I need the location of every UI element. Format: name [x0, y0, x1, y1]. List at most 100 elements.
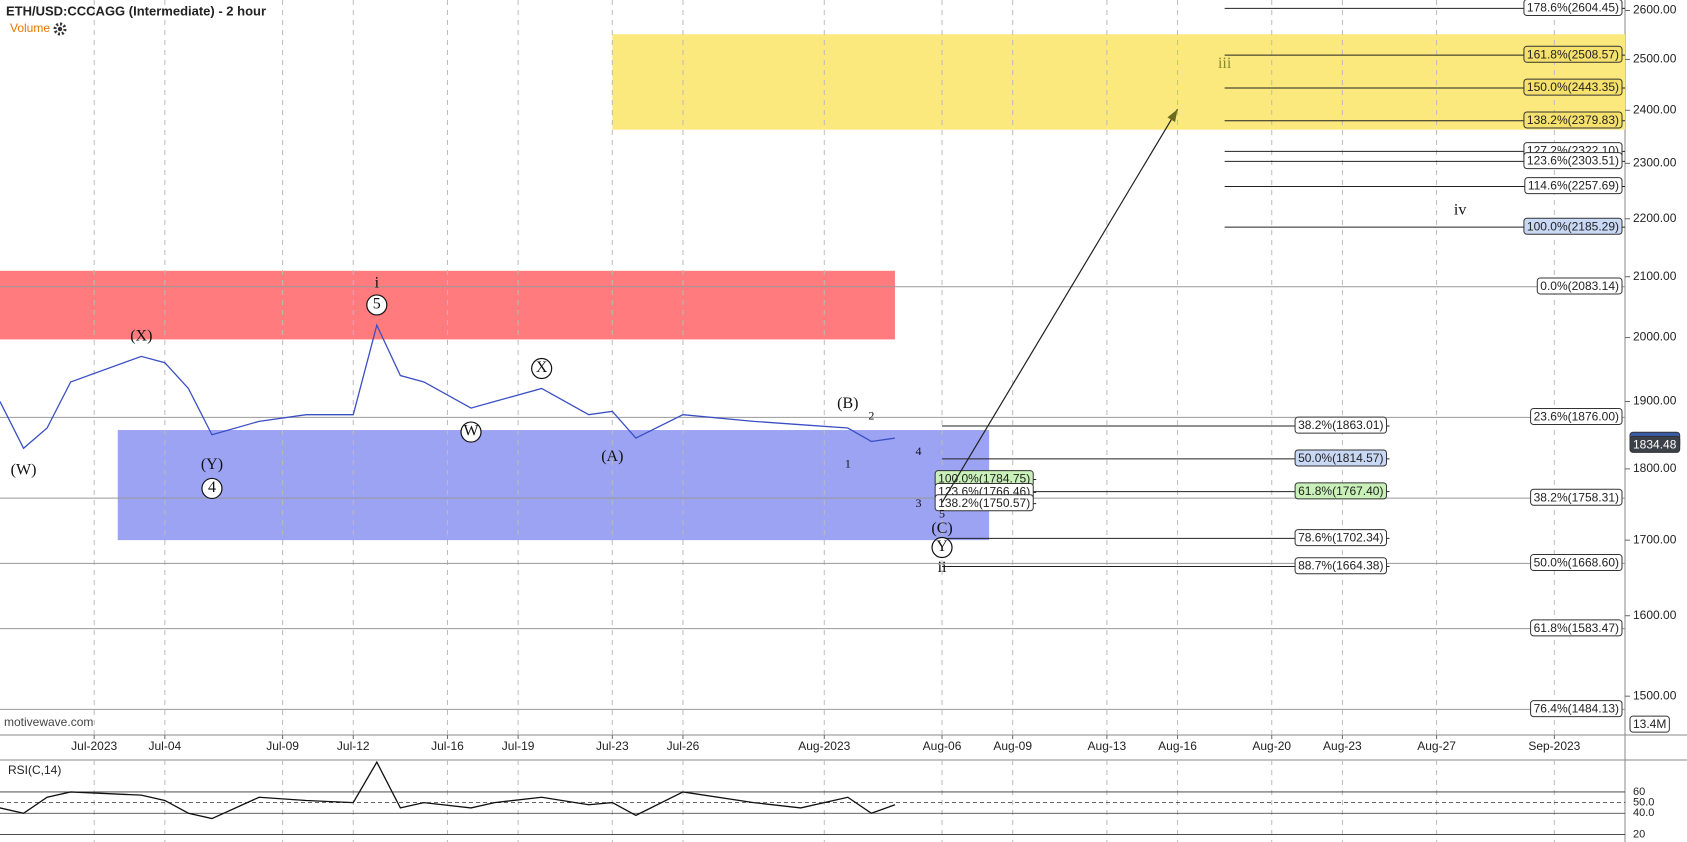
y-tick-label: 1700.00 — [1633, 532, 1677, 546]
x-tick-label: Aug-09 — [993, 739, 1032, 753]
fib-label: 138.2%(2379.83) — [1527, 113, 1619, 127]
x-tick-label: Aug-2023 — [798, 739, 850, 753]
fib-label: 0.0%(2083.14) — [1540, 279, 1619, 293]
wave-label: ii — [938, 559, 947, 576]
fib-label: 50.0%(1668.60) — [1534, 556, 1619, 570]
wave-label: (C) — [931, 520, 952, 537]
fib-label: 88.7%(1664.38) — [1298, 559, 1383, 573]
volume-label-box — [1629, 715, 1670, 733]
fib-label-box — [1294, 416, 1387, 434]
wave-circle — [460, 421, 482, 443]
x-tick-label: Jul-12 — [337, 739, 370, 753]
wave-label: 3 — [915, 496, 921, 510]
wave-label: 1 — [845, 456, 851, 470]
x-tick-label: Aug-23 — [1323, 739, 1362, 753]
fib-label-box — [934, 494, 1034, 512]
zone — [117, 430, 990, 541]
y-tick-label: 2300.00 — [1633, 156, 1677, 170]
rsi-tick-label: 40.0 — [1633, 807, 1654, 819]
fib-label-box — [1523, 152, 1623, 170]
fib-label: 100.0%(2185.29) — [1527, 219, 1619, 233]
rsi-tick-label: 50.0 — [1633, 797, 1654, 809]
arrow-head — [1167, 109, 1178, 123]
price-line — [0, 323, 896, 450]
fib-label: 123.6%(2303.51) — [1527, 154, 1619, 168]
y-tick-label: 2500.00 — [1633, 52, 1677, 66]
wave-label: i — [375, 275, 380, 292]
fib-label: 114.6%(2257.69) — [1528, 179, 1619, 193]
x-tick-label: Jul-26 — [667, 739, 700, 753]
x-tick-label: Aug-06 — [923, 739, 962, 753]
fib-label: 23.6%(1876.00) — [1534, 410, 1619, 424]
fib-label: 100.0%(1784.75) — [938, 472, 1030, 486]
x-tick-label: Aug-27 — [1417, 739, 1456, 753]
x-tick-label: Jul-2023 — [71, 739, 117, 753]
settings-icon[interactable] — [53, 22, 67, 36]
fib-label-box — [1294, 482, 1387, 500]
rsi-tick-label: 60 — [1633, 786, 1645, 798]
wave-label: 5 — [373, 296, 381, 313]
x-tick-label: Jul-16 — [431, 739, 464, 753]
y-tick-label: 2000.00 — [1633, 330, 1677, 344]
y-tick-label: 2600.00 — [1633, 3, 1677, 17]
wave-label: 4 — [208, 479, 216, 496]
fib-label-box — [1523, 45, 1623, 63]
fib-label-box — [1530, 554, 1623, 572]
wave-circle — [931, 536, 953, 559]
fib-label: 61.8%(1767.40) — [1298, 484, 1383, 498]
fib-label-box — [1294, 529, 1387, 547]
wave-label: 5 — [939, 506, 945, 520]
wave-label: Y — [936, 538, 948, 555]
watermark: motivewave.com — [4, 715, 93, 729]
fib-label: 50.0%(1814.57) — [1298, 451, 1383, 465]
fib-label: 38.2%(1863.01) — [1298, 418, 1383, 432]
fib-label: 61.8%(1583.47) — [1534, 621, 1619, 635]
price-line — [0, 760, 896, 820]
wave-label: (W) — [11, 462, 37, 479]
fib-label-box — [1524, 177, 1623, 195]
fib-label: 78.6%(1702.34) — [1298, 531, 1383, 545]
y-tick-label: 1600.00 — [1633, 608, 1677, 622]
wave-label: (X) — [130, 328, 152, 345]
fib-label: 178.6%(2604.45) — [1527, 1, 1619, 15]
x-tick-label: Sep-2023 — [1528, 739, 1580, 753]
wave-label: iii — [1218, 55, 1232, 72]
fib-label: 38.2%(1758.31) — [1534, 490, 1619, 504]
x-tick-label: Jul-19 — [502, 739, 535, 753]
wave-label: (Y) — [201, 456, 223, 473]
y-tick-label: 1500.00 — [1633, 688, 1677, 702]
price-badge-box — [1629, 435, 1681, 453]
fib-label-box — [1530, 408, 1623, 426]
wave-circle — [201, 477, 223, 500]
volume-label: 13.4M — [1633, 717, 1666, 731]
fib-label: 76.4%(1484.13) — [1534, 702, 1619, 716]
fib-label-box — [1530, 700, 1623, 718]
fib-label-box — [1294, 557, 1387, 575]
fib-label-box — [1523, 78, 1623, 96]
x-tick-label: Aug-13 — [1088, 739, 1127, 753]
x-tick-label: Aug-16 — [1158, 739, 1197, 753]
rsi-title: RSI(C,14) — [8, 763, 61, 777]
wave-label: 2 — [868, 408, 874, 422]
arrow-line — [941, 108, 1179, 503]
fib-label-box — [1530, 619, 1623, 637]
wave-label: 4 — [915, 444, 921, 458]
wave-label: W — [463, 423, 479, 440]
wave-label: iv — [1454, 202, 1466, 219]
wave-circle — [531, 357, 553, 380]
fib-label: 138.2%(1750.57) — [938, 496, 1030, 510]
y-tick-label: 1900.00 — [1633, 394, 1677, 408]
x-tick-label: Jul-04 — [149, 739, 182, 753]
zone — [612, 34, 1625, 130]
fib-label-box — [1523, 0, 1623, 17]
legend-text: Volume — [10, 21, 50, 35]
y-tick-label: 2200.00 — [1633, 211, 1677, 225]
wave-label: (B) — [837, 395, 858, 412]
x-tick-label: Jul-09 — [266, 739, 299, 753]
fib-label: 150.0%(2443.35) — [1527, 80, 1619, 94]
price-badge: 1834.48 — [1633, 437, 1677, 451]
fib-label-box — [1523, 111, 1623, 129]
